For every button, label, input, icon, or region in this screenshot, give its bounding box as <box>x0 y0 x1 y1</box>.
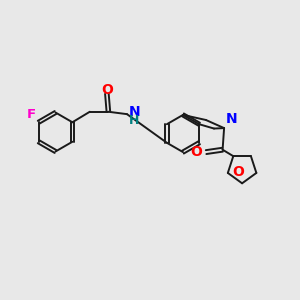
Text: F: F <box>27 108 36 121</box>
Text: O: O <box>232 165 244 179</box>
Text: H: H <box>129 114 139 127</box>
Text: O: O <box>101 83 113 97</box>
Text: N: N <box>226 112 237 126</box>
Text: N: N <box>129 105 140 119</box>
Text: O: O <box>190 145 202 159</box>
